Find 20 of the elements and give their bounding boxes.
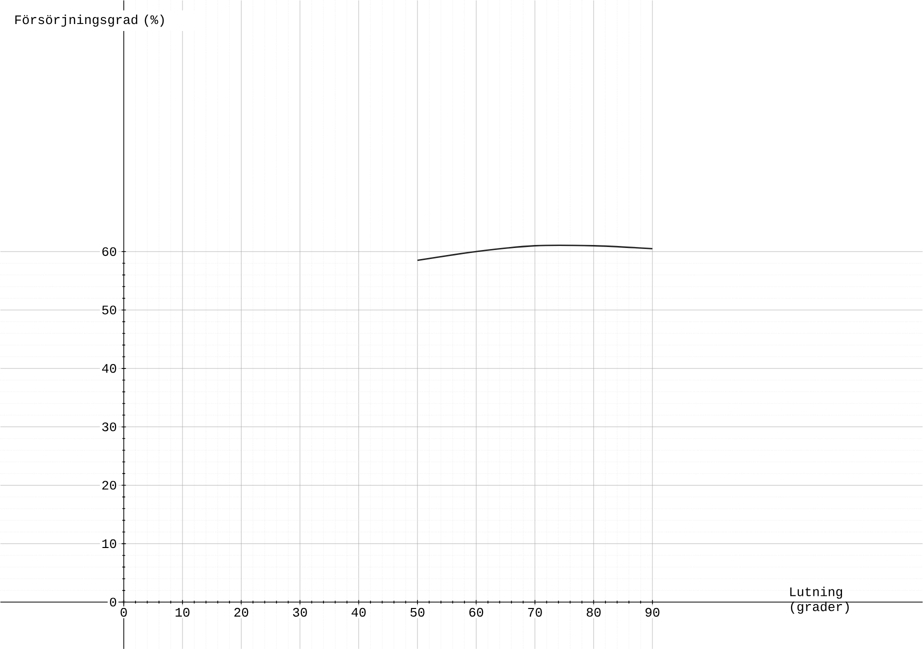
x-tick-label: 80 — [586, 608, 601, 617]
x-axis-title: Lutning (grader) — [790, 586, 849, 614]
x-tick-label: 60 — [469, 608, 484, 617]
x-tick-label: 10 — [176, 608, 190, 617]
x-tick-label: 30 — [293, 608, 307, 617]
y-tick-label: 60 — [102, 247, 116, 256]
y-tick-label: 0 — [110, 598, 116, 606]
x-tick-label: 50 — [410, 608, 424, 617]
x-tick-label: 20 — [234, 608, 248, 617]
y-tick-label: 50 — [102, 306, 116, 314]
x-tick-label: 70 — [528, 608, 542, 617]
y-tick-label: 30 — [102, 422, 116, 432]
y-tick-label: 40 — [102, 364, 116, 373]
y-axis-title: Försörjningsgrad (%) — [15, 14, 164, 27]
line-series — [416, 244, 654, 261]
x-tick-label: 0 — [120, 608, 127, 617]
y-tick-label: 20 — [102, 480, 116, 490]
x-tick-label: 90 — [646, 608, 660, 617]
y-tick-label: 10 — [102, 539, 116, 548]
x-tick-label: 40 — [352, 608, 366, 617]
